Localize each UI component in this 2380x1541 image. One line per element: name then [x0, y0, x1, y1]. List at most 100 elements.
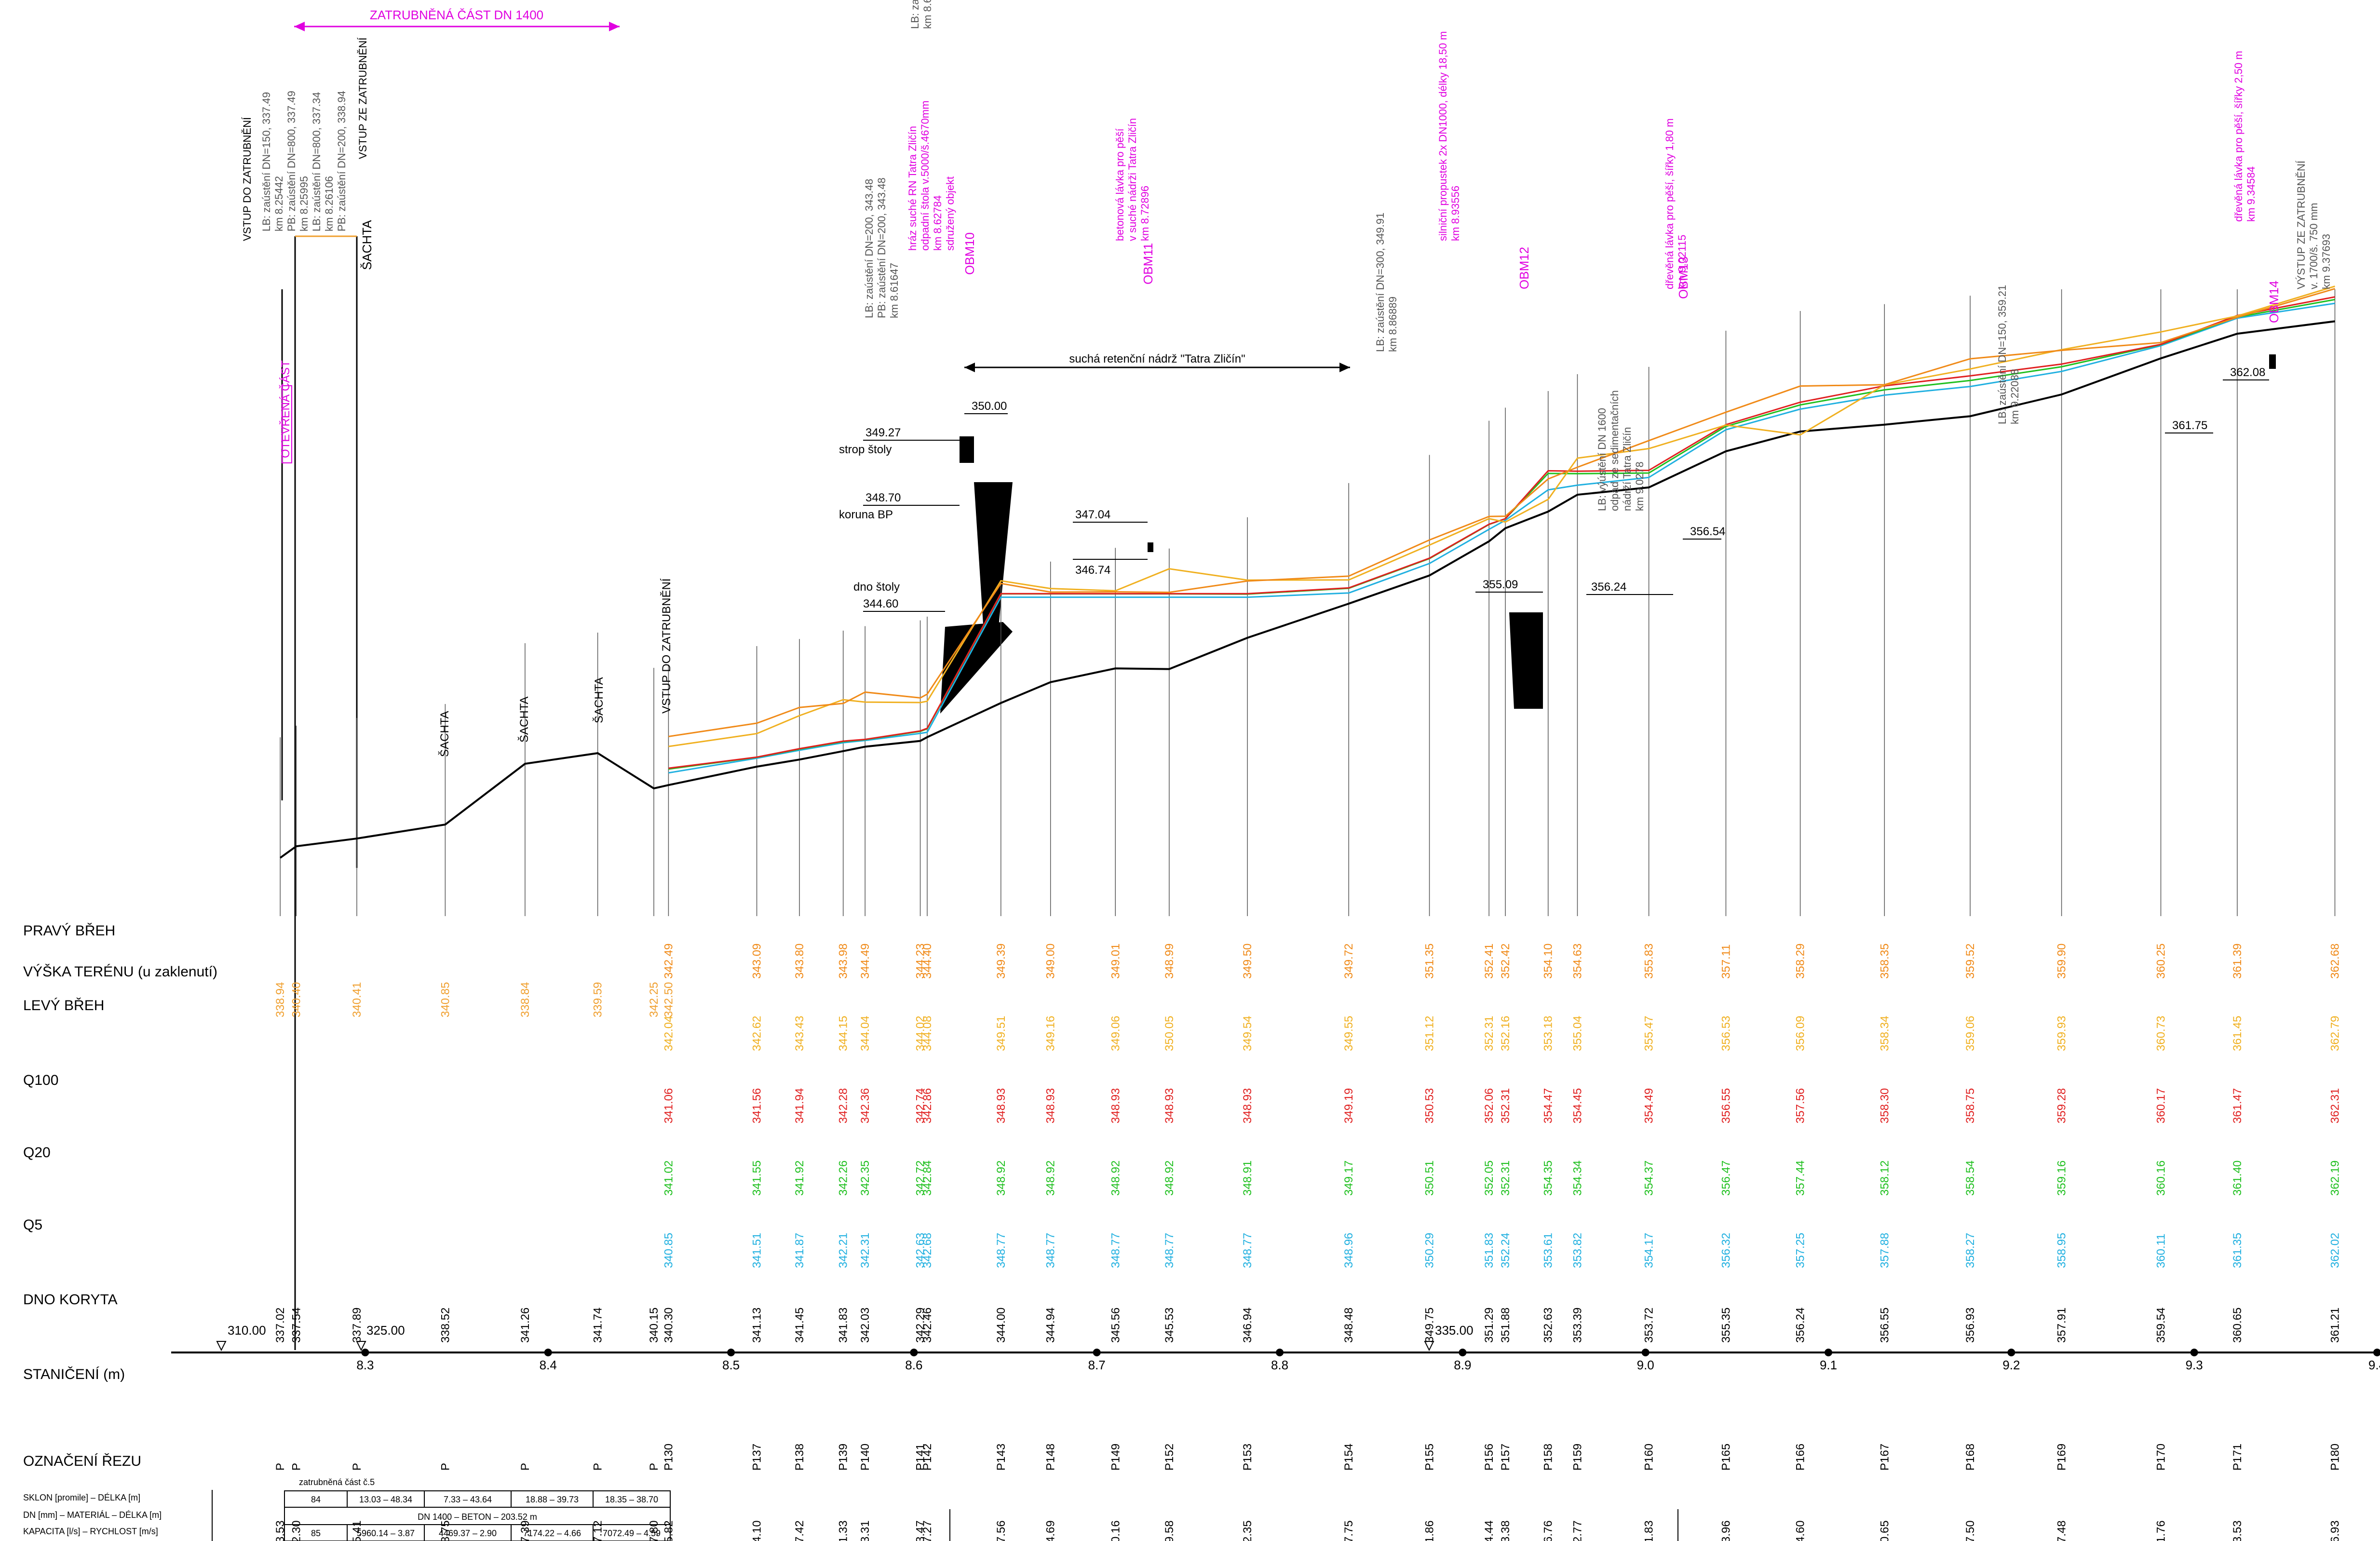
section-km: 8739.58: [1163, 1520, 1176, 1541]
cell-pb: 344.40: [921, 944, 934, 979]
km-ticks: 8.3 8.4 8.5 8.6 8.7 8.8 8.9 9.0 9.1 9.2 9.3 9.4: [356, 1349, 2380, 1372]
cell-q5: 348.77: [1241, 1233, 1254, 1268]
cell-dno: 342.03: [859, 1308, 872, 1343]
vertical-note-line: hráz suché RN Tatra Zličín: [906, 126, 919, 251]
km-tick-label: 8.5: [722, 1358, 740, 1372]
section-km: 8914.44: [1483, 1520, 1496, 1541]
section-name: P154: [1342, 1444, 1355, 1471]
section-lines: [280, 289, 2336, 916]
callout-36208: 362.08: [2230, 366, 2265, 379]
vertical-note-line: km 8.61647: [888, 263, 900, 318]
cell-q100: 357.56: [1794, 1088, 1807, 1123]
callout-strop-value: 349.27: [865, 426, 901, 439]
structures: [940, 354, 2276, 714]
vstup-zatrubneni-label: VSTUP DO ZATRUBNĚNÍ: [660, 578, 673, 714]
cell-q5: 348.77: [1109, 1233, 1122, 1268]
section-name: P157: [1499, 1444, 1512, 1471]
cell-q5: 360.11: [2154, 1233, 2167, 1268]
sachta-label: ŠACHTA: [438, 711, 451, 757]
cell-q5: 342.68: [921, 1233, 934, 1268]
cell-dno: 337.02: [274, 1308, 287, 1343]
station-axis: 8.3 8.4 8.5 8.6 8.7 8.8 8.9 9.0 9.1 9.2 9.3 9.4 310…: [171, 1323, 2380, 1372]
cell-pb: 351.35: [1423, 944, 1436, 979]
vertical-note-line: LB: zaústění: [909, 0, 921, 29]
cell-ter: 340.41: [351, 982, 364, 1017]
vertical-note-line: v suché nádrži Tatra Zličín: [1126, 118, 1138, 241]
zatrubneni-arrow: ZATRUBNĚNÁ ČÁST DN 1400: [294, 8, 620, 31]
section-name: P153: [1241, 1444, 1254, 1471]
section-km: 9043.96: [1719, 1520, 1732, 1541]
cell-dno: 353.72: [1643, 1308, 1656, 1343]
sachta-label: ŠACHTA: [517, 696, 531, 743]
km-tick-label: 9.3: [2186, 1358, 2203, 1372]
cell-q100: 348.93: [1241, 1088, 1254, 1123]
cell-lb: 360.73: [2154, 1016, 2167, 1051]
vertical-note-line: dřevěná lávka pro pěší, šířky 2,50 m: [2232, 51, 2245, 222]
section-km: 8962.77: [1571, 1520, 1584, 1541]
vertical-note-line: km 8.25442: [273, 176, 285, 231]
bottom-table-title: zatrubněná část č.5: [299, 1477, 375, 1487]
km-tick-dot: [727, 1349, 735, 1356]
callout-strop-label: strop štoly: [839, 443, 892, 456]
cell-q100: 341.56: [751, 1088, 764, 1123]
section-km: 8923.38: [1499, 1520, 1512, 1541]
cell-pb: 358.29: [1794, 944, 1807, 979]
cell-q100: 342.86: [921, 1088, 934, 1123]
vertical-note-line: km 8.62784: [932, 195, 944, 251]
sklon-cell: 84: [311, 1495, 321, 1504]
sachta-labels: ŠACHTA ŠACHTA ŠACHTA VSTUP DO ZATRUBNĚNÍ: [438, 578, 673, 757]
section-name: P160: [1643, 1444, 1656, 1471]
datum-label: 310.00: [228, 1323, 266, 1338]
cell-dno: 349.75: [1423, 1308, 1436, 1343]
cell-lb: 349.16: [1044, 1016, 1057, 1051]
cell-q20: 358.12: [1878, 1161, 1891, 1196]
cell-dno: 341.45: [793, 1308, 806, 1343]
cell-dno: 359.54: [2154, 1308, 2167, 1343]
cell-q100: 352.31: [1499, 1088, 1512, 1123]
cell-q20: 348.92: [1109, 1161, 1122, 1196]
cell-pb: 352.41: [1483, 944, 1496, 979]
section-name: P: [274, 1463, 287, 1471]
km-tick-dot: [910, 1349, 918, 1356]
section-km: 9084.60: [1794, 1520, 1807, 1541]
vertical-note: dřevěná lávka pro pěší, šířky 1,80 m km 9…: [1663, 118, 1688, 289]
vertical-note-line: km 9.22088: [2009, 369, 2021, 424]
zatrubneni-label: ZATRUBNĚNÁ ČÁST DN 1400: [370, 8, 543, 22]
cell-q5: 357.88: [1878, 1233, 1891, 1268]
vertical-note-line: km 8.86889: [1387, 297, 1399, 352]
cell-lb: 355.47: [1643, 1016, 1656, 1051]
bottom-row-label: KAPACITA [l/s] – RYCHLOST [m/s]: [23, 1527, 158, 1536]
cell-q20: 357.44: [1794, 1161, 1807, 1196]
callout-350: 350.00: [972, 400, 1007, 413]
vertical-note-line: silniční propustek 2x DN1000, délky 18,5…: [1437, 31, 1449, 241]
cell-pb: 355.83: [1643, 944, 1656, 979]
datum-label: 335.00: [1435, 1323, 1474, 1338]
cell-q100: 358.30: [1878, 1088, 1891, 1123]
cell-q20: 348.91: [1241, 1161, 1254, 1196]
section-name: P140: [859, 1444, 872, 1471]
cell-pb: 343.98: [837, 944, 850, 979]
section-name: P141: [914, 1444, 927, 1471]
section-name: P180: [2328, 1444, 2341, 1471]
callout-koruna-label: koruna BP: [839, 508, 893, 521]
datum-label: 325.00: [366, 1323, 405, 1338]
cell-q20: 341.02: [662, 1161, 675, 1196]
cell-lb: 356.09: [1794, 1016, 1807, 1051]
object-ids: OBM10 OBM11 OBM12 OBM13 OBM14: [962, 232, 2281, 323]
cell-dno: 361.21: [2328, 1308, 2341, 1343]
kapacita-cell: 4469.37 – 2.90: [439, 1528, 497, 1538]
callout-35624: 356.24: [1591, 581, 1626, 594]
vertical-note-line: LB: zaústění DN=200, 343.48: [863, 179, 875, 318]
cell-q5: 342.63: [914, 1233, 927, 1268]
kapacita-cell: 7174.22 – 4.66: [523, 1528, 581, 1538]
cell-pb: 342.49: [662, 944, 675, 979]
cell-q100: 348.93: [1044, 1088, 1057, 1123]
section-km: 8295.41: [351, 1520, 364, 1541]
cell-lb: 349.54: [1241, 1016, 1254, 1051]
cell-q100: 354.47: [1542, 1088, 1555, 1123]
cell-pb: 357.11: [1719, 944, 1732, 979]
section-name: P155: [1423, 1444, 1436, 1471]
vertical-note-line: km 9.02115: [1676, 235, 1688, 289]
cell-q100: 361.47: [2231, 1088, 2244, 1123]
cell-pb: 361.39: [2231, 944, 2244, 979]
